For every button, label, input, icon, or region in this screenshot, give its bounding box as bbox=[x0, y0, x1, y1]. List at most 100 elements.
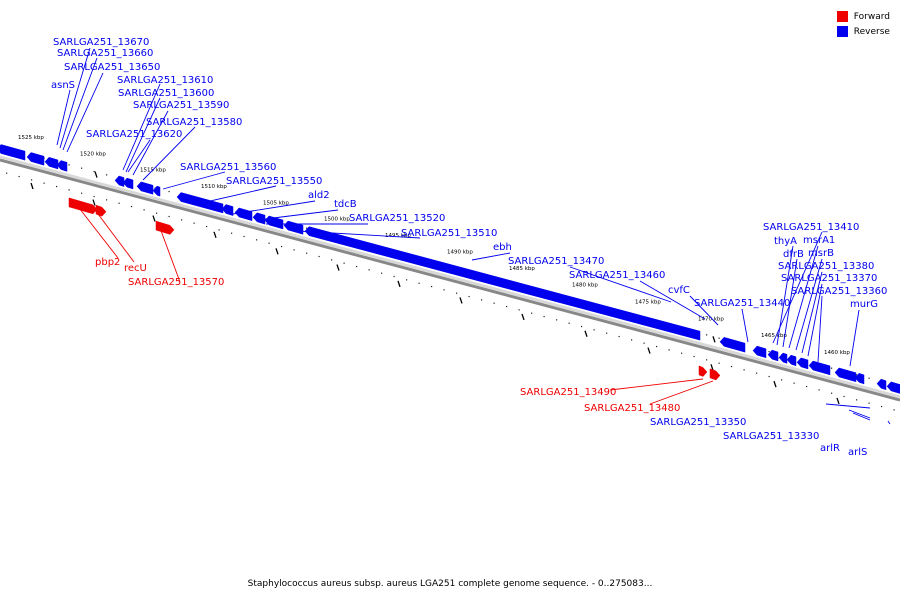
tick-dot-bottom bbox=[681, 352, 683, 354]
map-caption: Staphylococcus aureus subsp. aureus LGA2… bbox=[247, 579, 653, 589]
tick-dot-top bbox=[106, 174, 108, 176]
reverse-gene-label: ebh bbox=[493, 242, 512, 253]
reverse-gene-label: SARLGA251_13360 bbox=[791, 286, 887, 297]
tick-dot-bottom bbox=[756, 372, 758, 374]
scale-tick-major bbox=[94, 171, 98, 178]
tick-dot-bottom bbox=[456, 292, 458, 294]
scale-tick-label: 1470 kbp bbox=[698, 316, 724, 322]
tick-dot-bottom bbox=[393, 275, 395, 278]
reverse-leader-line bbox=[59, 47, 91, 149]
reverse-gene bbox=[719, 337, 746, 353]
reverse-gene bbox=[234, 207, 253, 222]
tick-dot-top bbox=[856, 374, 858, 376]
tick-dot-bottom bbox=[218, 229, 220, 231]
tick-dot-bottom bbox=[531, 312, 533, 314]
reverse-gene-label: murG bbox=[850, 299, 878, 310]
reverse-gene-label: asnS bbox=[51, 80, 75, 91]
scale-tick-minor bbox=[30, 182, 34, 190]
tick-dot-bottom bbox=[143, 209, 145, 211]
reverse-gene-label: ald2 bbox=[308, 190, 330, 201]
tick-dot-bottom bbox=[56, 185, 58, 188]
tick-dot-bottom bbox=[581, 325, 583, 328]
scale-tick-minor bbox=[710, 364, 714, 371]
reverse-gene-label: SARLGA251_13440 bbox=[694, 298, 790, 309]
tick-dot-bottom bbox=[331, 259, 333, 261]
tick-dot-top bbox=[168, 190, 170, 193]
scale-tick-label: 1465 kbp bbox=[761, 333, 787, 339]
tick-dot-bottom bbox=[343, 262, 345, 264]
tick-dot-bottom bbox=[493, 302, 495, 304]
tick-dot-top bbox=[868, 377, 870, 379]
reverse-gene bbox=[752, 345, 767, 359]
reverse-gene-label: SARLGA251_13550 bbox=[226, 176, 322, 187]
tick-dot-bottom bbox=[656, 345, 658, 348]
reverse-gene bbox=[854, 373, 865, 385]
tick-dot-top bbox=[718, 337, 720, 339]
reverse-leader-line bbox=[56, 89, 71, 146]
reverse-gene-label: SARLGA251_13610 bbox=[117, 75, 213, 86]
tick-dot-bottom bbox=[793, 382, 795, 384]
genome-backbone-shadow bbox=[0, 158, 900, 402]
reverse-gene bbox=[886, 381, 900, 394]
reverse-gene bbox=[221, 204, 234, 216]
reverse-leader-line bbox=[801, 271, 823, 354]
genome-backbone bbox=[0, 155, 900, 399]
reverse-leader-line bbox=[782, 258, 798, 348]
reverse-gene-label: msrB bbox=[808, 248, 834, 259]
reverse-gene-label: SARLGA251_13380 bbox=[778, 261, 874, 272]
tick-dot-bottom bbox=[881, 405, 883, 408]
tick-dot-bottom bbox=[556, 319, 558, 321]
reverse-gene-label: arlR bbox=[820, 443, 840, 454]
scale-tick-label: 1490 kbp bbox=[447, 249, 473, 255]
forward-leader-line bbox=[609, 378, 704, 391]
legend-forward: Forward bbox=[836, 9, 890, 24]
reverse-gene-label: SARLGA251_13620 bbox=[86, 129, 182, 140]
legend: Forward Reverse bbox=[836, 9, 890, 39]
reverse-gene bbox=[0, 144, 26, 161]
tick-dot-bottom bbox=[181, 219, 183, 221]
scale-tick-minor bbox=[459, 297, 463, 304]
reverse-leader-line bbox=[62, 57, 98, 151]
reverse-leader-line bbox=[795, 258, 823, 351]
tick-dot-bottom bbox=[518, 309, 520, 311]
reverse-gene bbox=[26, 152, 45, 166]
tick-dot-bottom bbox=[643, 342, 645, 344]
reverse-gene-label: SARLGA251_13590 bbox=[133, 100, 229, 111]
tick-dot-bottom bbox=[818, 389, 820, 391]
tick-dot-top bbox=[306, 227, 308, 229]
scale-tick-minor bbox=[836, 397, 840, 405]
reverse-gene bbox=[264, 215, 284, 230]
tick-dot-bottom bbox=[743, 369, 745, 371]
scale-tick-label: 1500 kbp bbox=[324, 217, 350, 223]
scale-tick-label: 1525 kbp bbox=[18, 135, 44, 141]
tick-dot-bottom bbox=[31, 179, 33, 181]
tick-dot-bottom bbox=[318, 255, 320, 258]
tick-dot-top bbox=[81, 167, 83, 169]
reverse-leader-line bbox=[122, 83, 161, 171]
tick-dot-bottom bbox=[281, 245, 283, 248]
reverse-leader-line bbox=[471, 252, 511, 261]
reverse-leader-line bbox=[825, 403, 871, 409]
reverse-leader-line bbox=[887, 420, 891, 425]
scale-tick-minor bbox=[521, 313, 525, 321]
tick-dot-bottom bbox=[631, 339, 633, 341]
forward-gene bbox=[95, 204, 107, 217]
forward-swatch bbox=[836, 11, 848, 22]
forward-gene-label: SARLGA251_13480 bbox=[584, 403, 680, 414]
reverse-gene-label: SARLGA251_13470 bbox=[508, 256, 604, 267]
scale-tick-major bbox=[712, 336, 716, 343]
tick-dot-bottom bbox=[668, 349, 670, 351]
reverse-gene bbox=[283, 220, 304, 235]
tick-dot-bottom bbox=[118, 202, 120, 204]
tick-dot-bottom bbox=[356, 265, 358, 268]
scale-tick-label: 1510 kbp bbox=[201, 184, 227, 190]
legend-forward-label: Forward bbox=[853, 11, 890, 22]
reverse-gene-label: SARLGA251_13460 bbox=[569, 270, 665, 281]
reverse-gene bbox=[122, 177, 134, 190]
tick-dot-bottom bbox=[431, 285, 433, 288]
tick-dot-bottom bbox=[506, 305, 508, 308]
reverse-gene-label: SARLGA251_13600 bbox=[118, 88, 214, 99]
tick-dot-bottom bbox=[606, 332, 608, 334]
reverse-leader-line bbox=[772, 231, 823, 344]
